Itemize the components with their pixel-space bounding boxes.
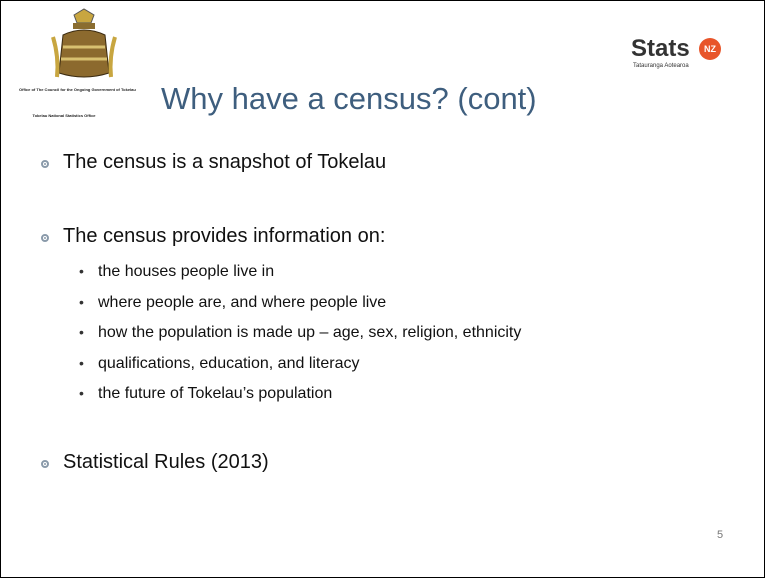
emblem-caption: Tokelau National Statistics Office bbox=[32, 113, 96, 118]
logo-tagline: Tatauranga Aotearoa bbox=[633, 63, 689, 69]
sub-bullet-icon: • bbox=[79, 324, 84, 340]
sub-bullet-icon: • bbox=[79, 354, 84, 371]
sub-bullet-icon: • bbox=[79, 293, 84, 310]
logo-word: Stats bbox=[631, 35, 690, 62]
sub-bullet-text: the houses people live in bbox=[98, 263, 275, 280]
sub-bullet-text: qualifications, education, and literacy bbox=[98, 354, 360, 372]
sub-bullet-text: where people are, and where people live bbox=[98, 293, 387, 311]
bullet-text: The census provides information on: bbox=[63, 225, 386, 247]
title: Why have a census? (cont) bbox=[161, 81, 537, 116]
bullet-icon bbox=[41, 160, 49, 168]
logo-badge: NZ bbox=[699, 38, 721, 60]
emblem bbox=[51, 8, 117, 78]
sub-bullet-icon: • bbox=[79, 385, 84, 401]
bullet-text: Statistical Rules (2013) bbox=[63, 451, 269, 473]
page-number: 5 bbox=[717, 529, 724, 541]
bullet-text: The census is a snapshot of Tokelau bbox=[63, 151, 387, 173]
sub-bullet-text: how the population is made up – age, sex… bbox=[98, 324, 522, 341]
sub-bullet-text: the future of Tokelau’s population bbox=[98, 385, 333, 402]
emblem-caption: Office of The Council for the Ongoing Go… bbox=[19, 87, 136, 92]
bullet-icon bbox=[41, 234, 49, 242]
sub-bullet-icon: • bbox=[79, 263, 84, 279]
bullet-icon bbox=[41, 460, 49, 468]
